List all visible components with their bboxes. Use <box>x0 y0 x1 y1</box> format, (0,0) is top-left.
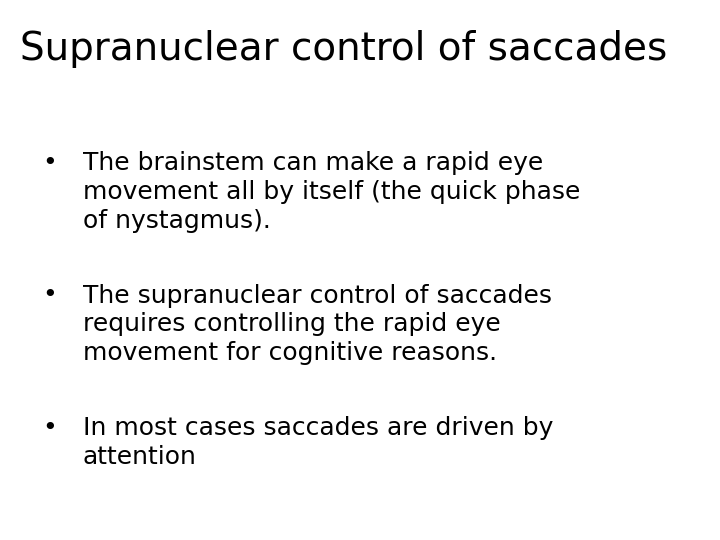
Text: The supranuclear control of saccades
requires controlling the rapid eye
movement: The supranuclear control of saccades req… <box>83 284 552 365</box>
Text: The brainstem can make a rapid eye
movement all by itself (the quick phase
of ny: The brainstem can make a rapid eye movem… <box>83 151 580 233</box>
Text: In most cases saccades are driven by
attention: In most cases saccades are driven by att… <box>83 416 553 469</box>
Text: Supranuclear control of saccades: Supranuclear control of saccades <box>20 30 667 68</box>
Text: •: • <box>42 151 56 175</box>
Text: •: • <box>42 416 56 440</box>
Text: •: • <box>42 284 56 307</box>
